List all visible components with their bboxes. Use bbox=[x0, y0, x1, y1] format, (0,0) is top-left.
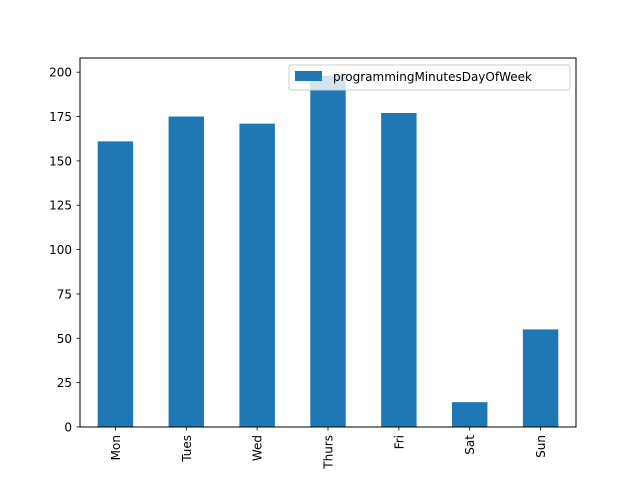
x-tick-label: Mon bbox=[109, 435, 123, 460]
x-tick-label: Wed bbox=[251, 435, 265, 461]
bar-sun bbox=[522, 329, 559, 427]
y-tick-label: 100 bbox=[49, 243, 72, 257]
x-axis: Mon Tues Wed Thurs Fri Sat Sun bbox=[109, 427, 548, 470]
x-tick-label: Fri bbox=[392, 435, 406, 449]
y-tick-label: 75 bbox=[57, 287, 72, 301]
x-tick-label: Thurs bbox=[322, 435, 336, 470]
bar-mon bbox=[97, 141, 134, 427]
y-tick-label: 50 bbox=[57, 332, 72, 346]
legend-label: programmingMinutesDayOfWeek bbox=[333, 70, 532, 84]
bar-wed bbox=[239, 123, 275, 428]
y-tick-label: 25 bbox=[57, 376, 72, 390]
plot-frame bbox=[79, 57, 577, 428]
x-tick-label: Sat bbox=[463, 435, 477, 455]
y-tick-label: 200 bbox=[49, 66, 72, 80]
x-tick-label: Sun bbox=[534, 435, 548, 458]
y-tick-label: 175 bbox=[49, 110, 72, 124]
bar-thurs bbox=[310, 75, 346, 427]
y-tick-label: 125 bbox=[49, 199, 72, 213]
legend-swatch bbox=[295, 71, 322, 81]
y-tick-label: 150 bbox=[49, 154, 72, 168]
x-tick-label: Tues bbox=[180, 435, 194, 463]
legend: programmingMinutesDayOfWeek bbox=[288, 64, 571, 91]
bar-tues bbox=[168, 116, 204, 427]
bar-fri bbox=[381, 112, 417, 428]
bar-sat bbox=[452, 402, 488, 427]
y-axis: 0 25 50 75 100 125 150 175 200 bbox=[49, 66, 80, 435]
y-tick-label: 0 bbox=[64, 421, 72, 435]
legend-box bbox=[288, 64, 571, 91]
bars-group bbox=[97, 75, 559, 428]
